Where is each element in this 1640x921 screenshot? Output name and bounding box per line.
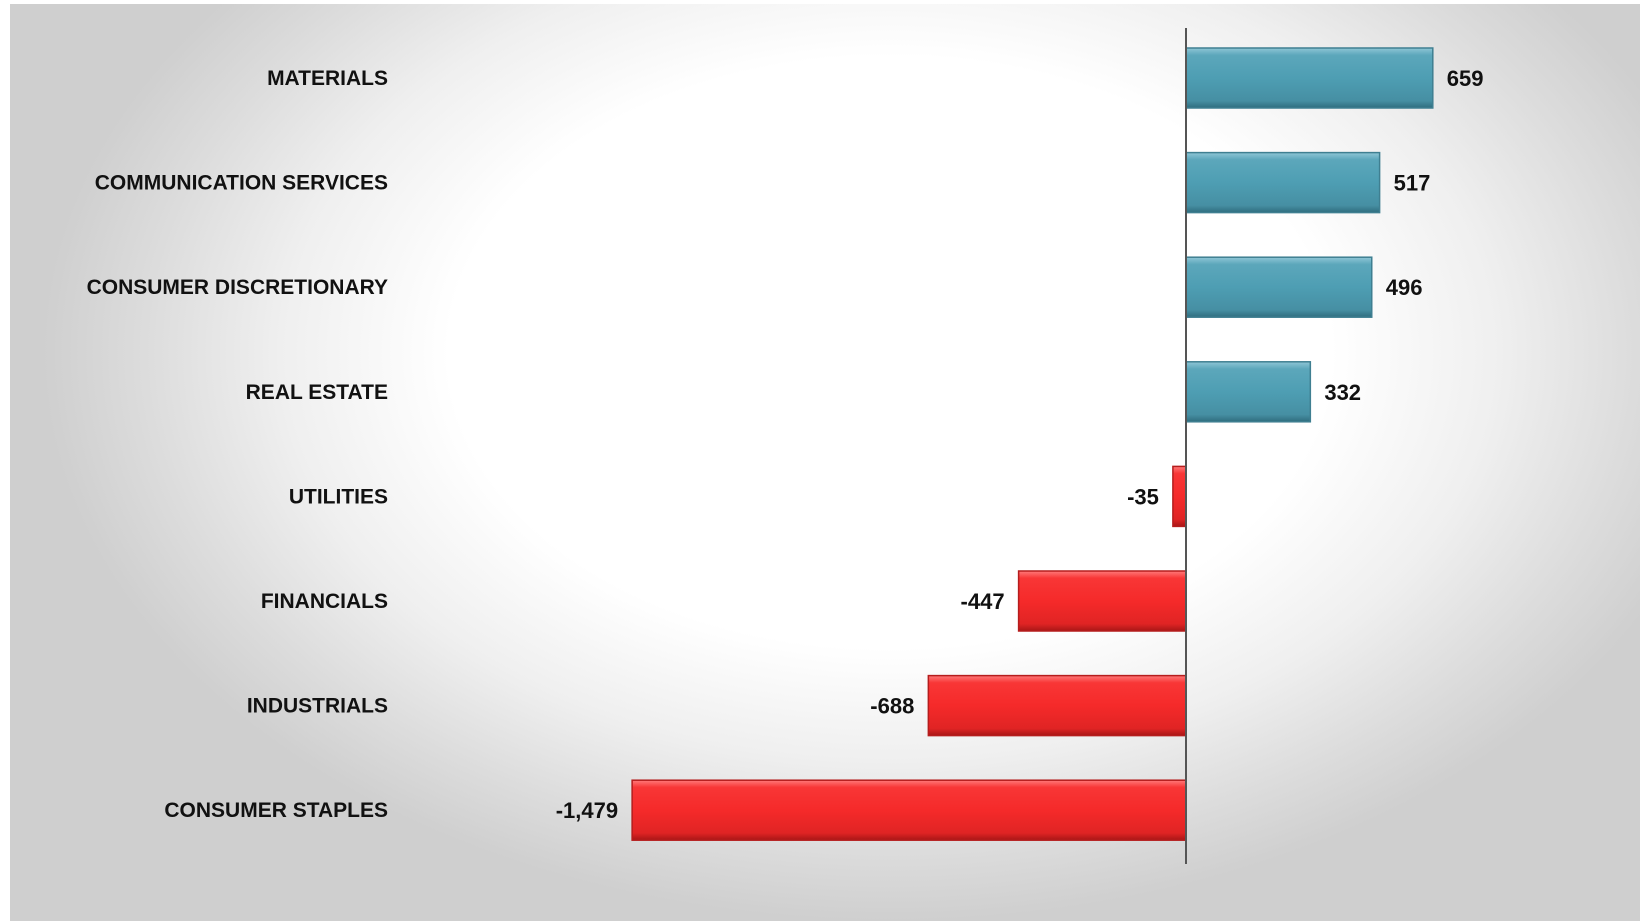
bar-utilities <box>1172 465 1187 528</box>
category-label-utilities: UTILITIES <box>289 485 388 508</box>
category-label-consumer-discretionary: CONSUMER DISCRETIONARY <box>87 276 388 299</box>
value-label-real-estate: 332 <box>1324 380 1361 405</box>
bar-chart: MATERIALS 659 COMMUNICATION SERVICES 517 CON… <box>87 28 1484 864</box>
labels-layer: MATERIALS 659 COMMUNICATION SERVICES 517 CON… <box>87 66 1484 823</box>
bar-financials <box>1017 570 1187 632</box>
category-label-materials: MATERIALS <box>267 67 388 90</box>
bar-industrials <box>927 674 1187 737</box>
bar-consumer-staples <box>631 779 1187 841</box>
value-label-financials: -447 <box>961 589 1005 614</box>
bar-consumer-discretionary <box>1185 256 1373 318</box>
value-label-utilities: -35 <box>1127 484 1159 509</box>
category-label-consumer-staples: CONSUMER STAPLES <box>164 799 388 822</box>
chart-panel: MATERIALS 659 COMMUNICATION SERVICES 517 CON… <box>10 4 1640 921</box>
category-label-financials: FINANCIALS <box>261 590 388 613</box>
value-label-materials: 659 <box>1447 66 1484 91</box>
value-label-consumer-staples: -1,479 <box>556 798 618 823</box>
category-label-real-estate: REAL ESTATE <box>246 381 388 404</box>
value-label-consumer-discretionary: 496 <box>1386 275 1423 300</box>
category-label-industrials: INDUSTRIALS <box>247 695 388 718</box>
category-label-communication-services: COMMUNICATION SERVICES <box>95 172 388 195</box>
bar-communication-services <box>1185 151 1381 214</box>
bar-materials <box>1185 47 1434 109</box>
bar-real-estate <box>1185 361 1312 423</box>
bars-layer <box>631 47 1434 841</box>
value-label-communication-services: 517 <box>1394 171 1431 196</box>
value-label-industrials: -688 <box>870 694 914 719</box>
